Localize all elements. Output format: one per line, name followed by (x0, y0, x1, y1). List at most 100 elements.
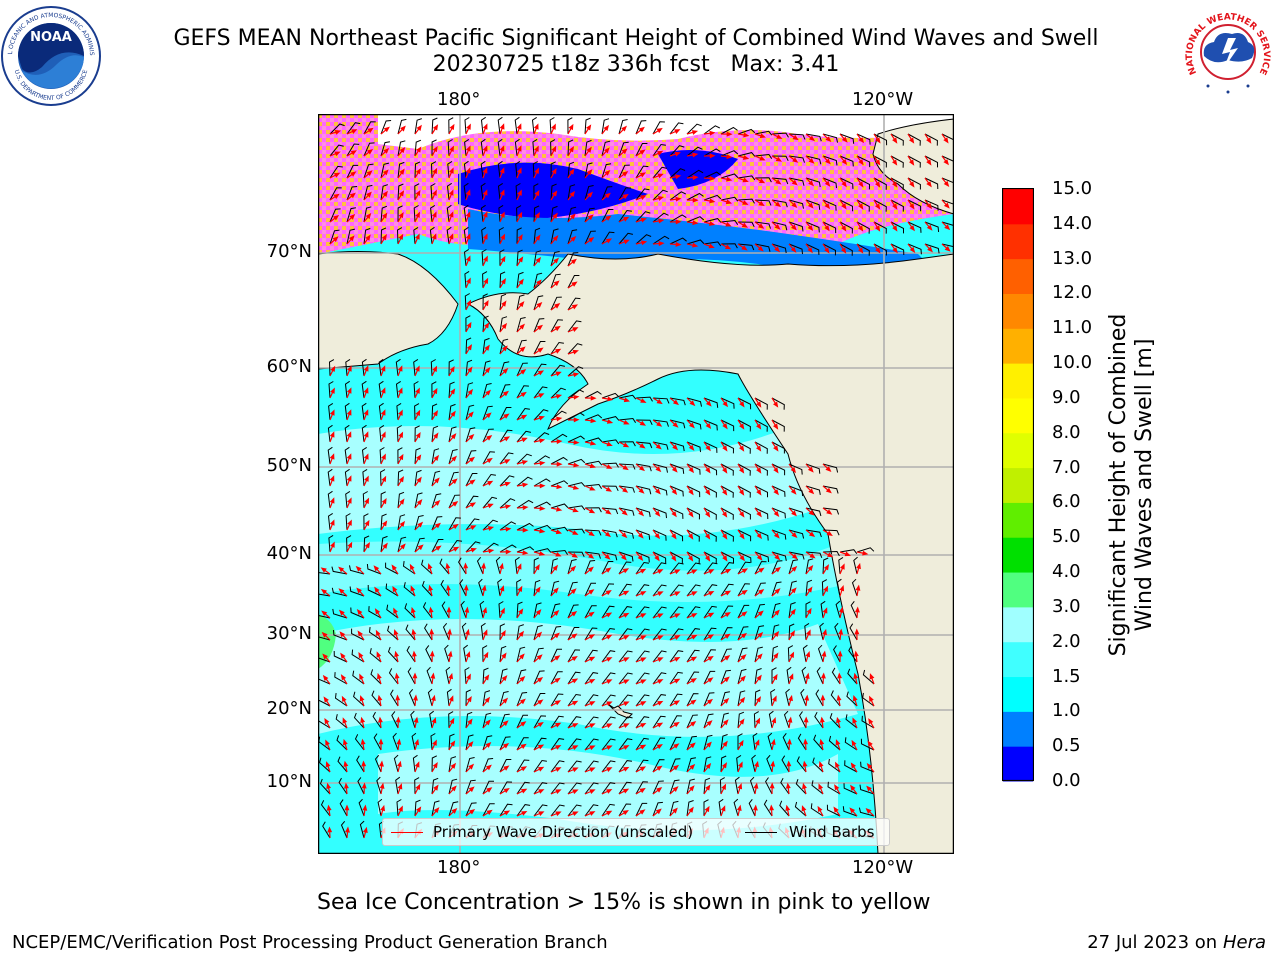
wave-direction-arrow (584, 169, 593, 179)
wind-barb (853, 556, 858, 575)
wave-direction-arrow (363, 519, 370, 531)
wind-barb (737, 485, 751, 498)
wave-direction-arrow (703, 720, 713, 729)
wind-barb (550, 480, 569, 487)
wind-barb (353, 712, 365, 729)
wave-direction-arrow (482, 629, 488, 641)
wave-direction-arrow (482, 412, 492, 421)
wave-direction-arrow (584, 745, 596, 751)
wave-direction-arrow (771, 652, 779, 663)
wave-direction-arrow (344, 804, 350, 816)
wave-direction-arrow (652, 529, 661, 540)
wave-direction-arrow (447, 628, 452, 641)
colorbar-segment (1003, 502, 1033, 538)
wind-barb (550, 580, 560, 597)
wind-barb (327, 490, 333, 509)
wind-barb (567, 184, 576, 201)
wave-direction-arrow (533, 167, 540, 179)
wind-barb (822, 507, 840, 515)
wind-barb (584, 460, 603, 466)
wave-direction-arrow (669, 485, 678, 495)
wave-direction-arrow (339, 631, 348, 641)
wind-barb (635, 143, 648, 157)
wave-direction-arrow (379, 782, 385, 795)
wind-barb (907, 199, 922, 212)
wave-direction-arrow (850, 762, 858, 773)
wave-direction-arrow (754, 739, 760, 751)
wind-barb (584, 207, 595, 223)
wind-barb (533, 579, 541, 597)
wave-direction-arrow (465, 479, 476, 487)
wave-direction-arrow (703, 551, 711, 562)
wave-direction-arrow (635, 195, 647, 201)
wave-direction-arrow (686, 569, 698, 575)
wind-barb (839, 549, 858, 554)
wave-direction-arrow (770, 738, 776, 751)
wave-direction-arrow (817, 805, 824, 817)
wave-direction-arrow (754, 653, 763, 663)
wave-direction-arrow (431, 189, 437, 201)
wind-barb (584, 760, 599, 773)
wave-direction-arrow (769, 804, 775, 817)
wave-direction-arrow (448, 695, 454, 707)
wave-direction-arrow (533, 189, 540, 201)
wind-barb (652, 121, 665, 135)
wind-barb (448, 471, 459, 487)
land-hawaii (607, 703, 633, 719)
wave-direction-arrow (618, 551, 627, 561)
wind-barb (601, 803, 615, 817)
wind-barb (652, 441, 669, 450)
wave-direction-arrow (414, 738, 420, 751)
wave-direction-arrow (601, 701, 613, 707)
wave-direction-arrow (788, 694, 793, 707)
wind-barb (720, 648, 732, 663)
wind-barb (787, 645, 794, 663)
wave-direction-arrow (720, 805, 726, 817)
wind-barb (414, 403, 420, 421)
wave-direction-arrow (873, 243, 881, 254)
wave-direction-arrow (431, 365, 438, 377)
wave-direction-arrow (737, 783, 743, 795)
wind-barb (804, 622, 810, 641)
wave-height-map (318, 114, 954, 854)
wave-direction-arrow (703, 529, 711, 540)
wind-barb (397, 447, 403, 465)
wave-direction-arrow (601, 124, 610, 135)
wind-barb (788, 463, 803, 475)
wind-barb (516, 407, 530, 421)
wind-barb (635, 551, 650, 563)
wave-direction-arrow (703, 175, 716, 181)
wind-barb (601, 507, 619, 515)
wave-direction-arrow (849, 807, 858, 817)
wave-direction-arrow (431, 784, 439, 795)
wave-direction-arrow (584, 767, 596, 773)
wave-direction-arrow (516, 766, 528, 773)
wind-barb (786, 666, 792, 685)
wind-barb (378, 358, 384, 377)
wave-direction-arrow (356, 587, 365, 597)
wind-barb (618, 561, 632, 575)
wind-barb (331, 566, 348, 575)
wave-direction-arrow (482, 299, 489, 311)
wave-direction-arrow (686, 721, 697, 729)
wave-direction-arrow (890, 177, 898, 188)
wind-barb (601, 561, 614, 575)
wave-direction-arrow (533, 302, 543, 311)
wave-direction-arrow (635, 551, 644, 561)
wave-direction-arrow (601, 679, 613, 685)
wave-direction-arrow (380, 169, 389, 179)
wave-direction-arrow (618, 745, 630, 751)
wind-barb (635, 781, 648, 795)
wave-direction-arrow (754, 674, 762, 685)
wind-barb (550, 319, 563, 333)
wave-direction-arrow (737, 529, 745, 540)
wave-direction-arrow (410, 585, 416, 597)
wind-barb (358, 798, 365, 817)
wind-barb (344, 446, 350, 465)
wind-barb (788, 243, 803, 255)
wave-direction-arrow (567, 281, 578, 289)
wind-barb (686, 735, 697, 751)
wave-direction-arrow (737, 507, 745, 518)
wave-direction-arrow (363, 127, 374, 135)
wave-direction-arrow (380, 234, 387, 245)
